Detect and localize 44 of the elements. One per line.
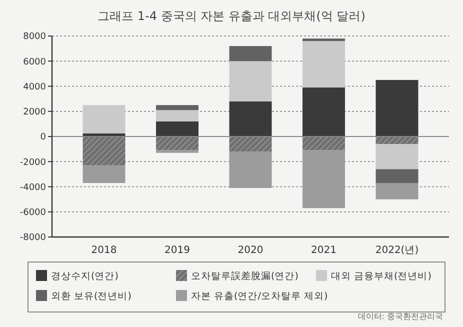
legend-label: 경상수지(연간) — [51, 271, 118, 282]
legend-label: 대외 금융부채(전년비) — [331, 271, 432, 282]
bar — [229, 46, 272, 62]
bar — [376, 144, 418, 170]
bar — [156, 105, 198, 110]
bar — [302, 88, 345, 136]
bar — [376, 169, 418, 183]
bar — [376, 136, 418, 144]
x-tick-label: 2019 — [164, 245, 190, 256]
legend-label: 오차탈루誤差脫漏(연간) — [191, 270, 298, 282]
bar — [229, 152, 272, 188]
bar — [156, 150, 198, 153]
bar — [156, 110, 198, 122]
y-tick-label: 2000 — [23, 108, 46, 118]
chart-title: 그래프 1-4 중국의 자본 유출과 대외부채(억 달러) — [98, 9, 366, 23]
text: 데이터: 중국환전관리국 — [358, 312, 443, 321]
y-tick-label: -2000 — [20, 158, 46, 168]
y-tick-label: 6000 — [23, 57, 46, 68]
bar — [376, 182, 418, 200]
x-tick-label: 2020 — [238, 245, 264, 256]
y-tick-label: 0 — [40, 132, 46, 143]
y-tick-label: -4000 — [20, 182, 46, 193]
x-tick-label: 2018 — [91, 245, 117, 256]
bar — [302, 41, 345, 88]
y-tick-label: -8000 — [20, 233, 46, 244]
bar — [82, 136, 126, 166]
y-tick-label: -6000 — [20, 208, 46, 218]
legend-label: 외환 보유(전년비) — [51, 291, 132, 302]
bar — [302, 150, 345, 208]
bar — [302, 136, 345, 150]
bar — [229, 61, 272, 102]
bar — [302, 38, 345, 42]
y-tick-label: 4000 — [23, 82, 46, 92]
bar — [229, 101, 272, 136]
bar — [156, 136, 198, 150]
x-tick-label: 2022(년) — [375, 245, 419, 256]
x-tick-label: 2021 — [311, 245, 336, 256]
bar — [229, 136, 272, 152]
bar — [82, 165, 126, 183]
legend-label: 자본 유출(연간/오차탈루 제외) — [191, 291, 328, 302]
bar — [156, 121, 198, 136]
y-tick-label: 8000 — [23, 32, 46, 42]
bar — [376, 80, 418, 136]
bar — [82, 105, 126, 134]
